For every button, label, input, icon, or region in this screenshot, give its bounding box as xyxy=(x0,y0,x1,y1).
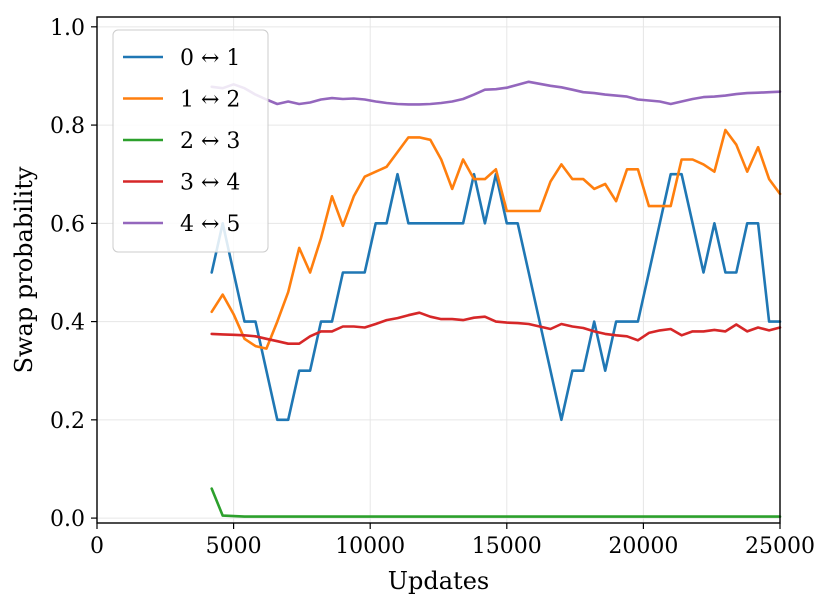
series-line-1 xyxy=(210,128,782,350)
x-tick-label: 20000 xyxy=(608,534,678,559)
legend: 0 ↔ 1 1 ↔ 2 2 ↔ 3 3 ↔ 4 4 ↔ 5 xyxy=(112,29,269,253)
y-axis-label: Swap probability xyxy=(10,166,38,373)
y-tick-label: 0.2 xyxy=(50,409,85,434)
legend-label-4: 4 ↔ 5 xyxy=(180,212,240,237)
x-tick-label: 15000 xyxy=(472,534,542,559)
y-tick-label: 0.0 xyxy=(50,507,85,532)
x-tick-label: 25000 xyxy=(745,534,815,559)
legend-box xyxy=(112,29,269,253)
series-line-4 xyxy=(210,80,782,106)
y-tick-label: 1.0 xyxy=(50,16,85,41)
y-tick-label: 0.6 xyxy=(50,212,85,237)
x-axis-label: Updates xyxy=(388,567,489,595)
y-tick-label: 0.8 xyxy=(50,114,85,139)
axes-frame xyxy=(96,16,781,524)
ticks: 0 5000 10000 15000 20000 25000 0.0 0.2 0.4 0.6 0.8… xyxy=(50,16,815,559)
series-group xyxy=(210,80,782,518)
legend-label-0: 0 ↔ 1 xyxy=(180,46,240,71)
x-tick-label: 0 xyxy=(90,534,104,559)
series-line-3 xyxy=(210,311,782,346)
legend-label-3: 3 ↔ 4 xyxy=(180,171,240,196)
x-tick-label: 5000 xyxy=(206,534,262,559)
series-line-2 xyxy=(210,487,782,518)
x-tick-label: 10000 xyxy=(335,534,405,559)
legend-label-2: 2 ↔ 3 xyxy=(180,129,240,154)
y-tick-label: 0.4 xyxy=(50,311,85,336)
legend-label-1: 1 ↔ 2 xyxy=(180,88,240,113)
